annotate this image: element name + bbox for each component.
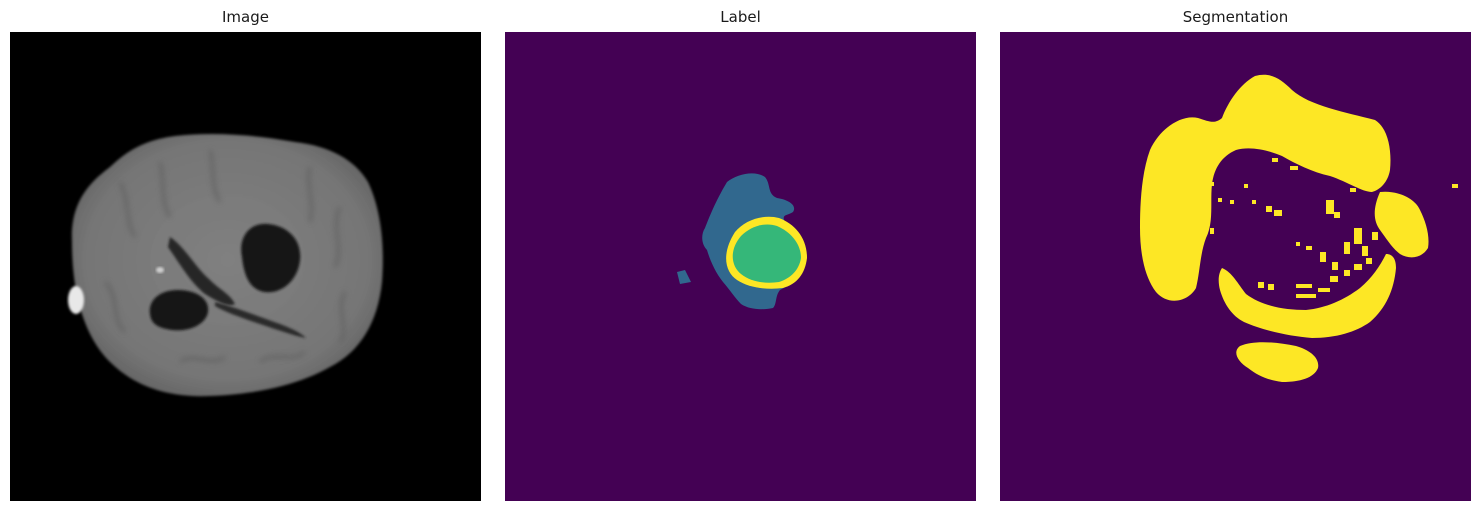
brain-sulci <box>103 149 347 364</box>
label-panel: Label <box>505 0 976 511</box>
edema-small <box>677 270 691 284</box>
label-map <box>505 32 976 501</box>
mri-image <box>10 32 481 501</box>
bright-spot <box>68 286 84 314</box>
segmentation-panel: Segmentation <box>1000 0 1471 511</box>
cavity-tail <box>215 302 306 338</box>
bright-spot-small <box>156 267 164 273</box>
image-panel-title: Image <box>222 8 269 26</box>
segmentation-map <box>1000 32 1471 501</box>
segmentation-foreground <box>1140 74 1458 382</box>
tumor-core <box>732 224 801 283</box>
image-panel: Image <box>10 0 481 511</box>
brain-tissue <box>71 134 383 397</box>
cavity-left <box>149 290 209 331</box>
cavity-right <box>241 223 301 293</box>
label-panel-title: Label <box>720 8 761 26</box>
segmentation-panel-title: Segmentation <box>1182 8 1289 26</box>
cavity-channel <box>168 237 235 306</box>
